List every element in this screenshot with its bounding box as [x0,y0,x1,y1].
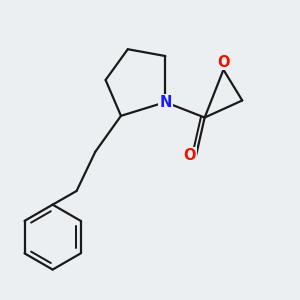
Text: O: O [217,55,230,70]
Text: O: O [184,148,196,163]
Text: N: N [159,95,172,110]
